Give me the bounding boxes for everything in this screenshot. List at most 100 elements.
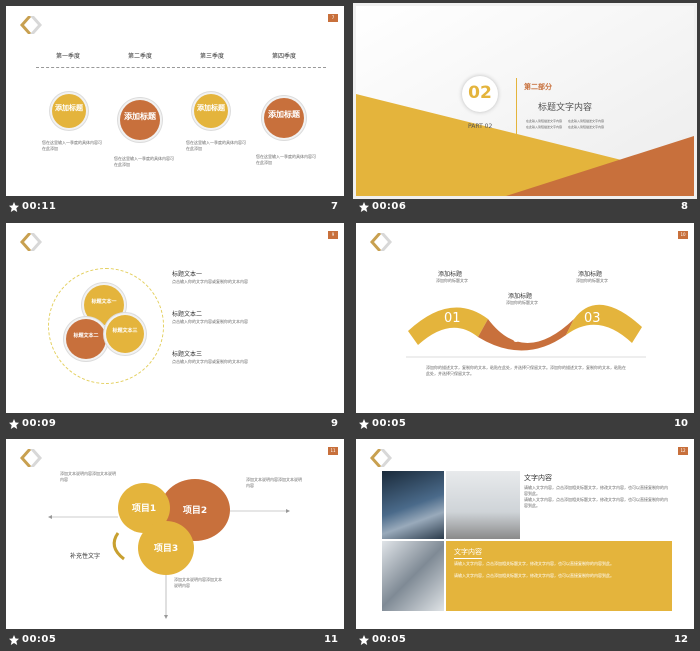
slide-timer: 00:09 bbox=[22, 418, 57, 429]
slide-background-shapes bbox=[356, 6, 694, 196]
quarter-label-2: 第二季度 bbox=[128, 53, 153, 60]
connector-arrows bbox=[48, 509, 290, 619]
slide-footer: 00:05 11 bbox=[6, 632, 344, 650]
step-03: 03 bbox=[584, 311, 601, 326]
circle-2: 标题文本二 bbox=[66, 319, 106, 359]
heading-2: 文字内容 bbox=[454, 547, 482, 559]
slide-thumbnail-12[interactable]: 12 文字内容 请输入文字内容，点击添加相关标题文字，修改文字内容，也可以直接复… bbox=[356, 439, 694, 651]
slide-timer: 00:11 bbox=[22, 201, 57, 212]
note-right: 添加文本说明内容添加文本说明内容 bbox=[246, 477, 302, 488]
label-2: 添加标题 bbox=[508, 293, 533, 300]
slide-canvas: 9 标题文本一 标题文本二 标题文本三 标题文本一 点击输入你的文字内容或复制你… bbox=[6, 223, 344, 413]
slide-number: 12 bbox=[674, 634, 688, 645]
sublabel-1: 添加你的标题文字 bbox=[436, 278, 468, 283]
label-1: 添加标题 bbox=[438, 271, 463, 278]
timeline-circle-2: 添加标题 bbox=[120, 100, 160, 140]
slide-canvas: 11 项目2 项目1 项目3 添加文本说明内容添加文本说明内容 添加文本说明内容… bbox=[6, 439, 344, 629]
slide-thumbnail-9[interactable]: 9 标题文本一 标题文本二 标题文本三 标题文本一 点击输入你的文字内容或复制你… bbox=[6, 223, 344, 435]
quarter-label-4: 第四季度 bbox=[272, 53, 297, 60]
page-badge: 12 bbox=[678, 447, 688, 455]
body-2: 点击输入你的文字内容或复制你的文本内容 bbox=[172, 319, 248, 324]
divider bbox=[516, 78, 517, 138]
quarter-desc-2: 您在这里输入一季度的具体内容可在此添加 bbox=[114, 156, 174, 167]
slide-number: 8 bbox=[681, 201, 688, 212]
timeline-line bbox=[36, 67, 326, 68]
logo-icon bbox=[20, 233, 42, 251]
transition-star-icon bbox=[359, 419, 369, 429]
body-1b: 请输入文字内容，点击添加相关标题文字，修改文字内容，也可以直接复制你的内容到此。 bbox=[524, 497, 668, 508]
quarter-label-3: 第三季度 bbox=[200, 53, 225, 60]
slide-footer: 00:11 7 bbox=[6, 199, 344, 217]
note-bottom: 添加文本说明内容添加文本说明内容 bbox=[174, 577, 222, 588]
note-left: 添加文本说明内容添加文本说明内容 bbox=[60, 471, 116, 482]
quarter-desc-3: 您在这里输入一季度的具体内容可在此添加 bbox=[186, 140, 246, 151]
transition-star-icon bbox=[359, 202, 369, 212]
dashed-ring bbox=[48, 268, 164, 384]
slide-canvas: 02 PART 02 第二部分 标题文字内容 在此输入简短描述文字内容 在此输入… bbox=[353, 3, 697, 199]
body-2b: 请输入文字内容，点击添加相关标题文字，修改文字内容，也可以直接复制你的内容到此。 bbox=[454, 573, 614, 578]
logo-icon bbox=[370, 449, 392, 467]
logo-icon bbox=[370, 233, 392, 251]
slide-timer: 00:05 bbox=[22, 634, 57, 645]
main-title: 标题文字内容 bbox=[538, 103, 593, 113]
meeting-photo bbox=[382, 541, 444, 611]
description: 添加你的描述文字，复制你的文本，粘贴在此处，并选择只保留文字。添加你的描述文字，… bbox=[426, 365, 626, 376]
page-badge: 11 bbox=[328, 447, 338, 455]
slide-footer: 00:06 8 bbox=[356, 199, 694, 217]
logo-icon bbox=[20, 16, 42, 34]
office-photo bbox=[446, 471, 520, 539]
page-badge: 7 bbox=[328, 14, 338, 22]
page-badge: 10 bbox=[678, 231, 688, 239]
section-title: 第二部分 bbox=[524, 83, 552, 91]
quarter-desc-4: 您在这里输入一季度的具体内容可在此添加 bbox=[256, 154, 316, 165]
part-label: PART 02 bbox=[468, 123, 493, 130]
section-number: 02 bbox=[462, 76, 498, 112]
body-1: 请输入文字内容，点击添加相关标题文字，修改文字内容，也可以直接复制你的内容到此。 bbox=[524, 485, 668, 496]
slide-number: 9 bbox=[331, 418, 338, 429]
slide-number: 7 bbox=[331, 201, 338, 212]
sublabel-3: 添加你的标题文字 bbox=[576, 278, 608, 283]
gold-text-panel bbox=[446, 541, 672, 611]
slide-number: 11 bbox=[324, 634, 338, 645]
logo-icon bbox=[20, 449, 42, 467]
quarter-desc-1: 您在这里输入一季度的具体内容可在此添加 bbox=[42, 140, 102, 151]
supplement-label: 补充性文字 bbox=[70, 553, 101, 560]
timeline-circle-4: 添加标题 bbox=[264, 98, 304, 138]
quarter-label-1: 第一季度 bbox=[56, 53, 81, 60]
heading-1: 标题文本一 bbox=[172, 271, 203, 278]
bullet-3: 在此输入简短描述文字内容 bbox=[526, 125, 563, 129]
label-3: 添加标题 bbox=[578, 271, 603, 278]
bullet-1: 在此输入简短描述文字内容 bbox=[526, 119, 563, 123]
slide-thumbnail-11[interactable]: 11 项目2 项目1 项目3 添加文本说明内容添加文本说明内容 添加文本说明内容… bbox=[6, 439, 344, 651]
slide-footer: 00:05 12 bbox=[356, 632, 694, 650]
slide-number: 10 bbox=[674, 418, 688, 429]
slide-thumbnail-8[interactable]: 02 PART 02 第二部分 标题文字内容 在此输入简短描述文字内容 在此输入… bbox=[353, 3, 697, 218]
slide-timer: 00:06 bbox=[372, 201, 407, 212]
bullet-2: 在此输入简短描述文字内容 bbox=[568, 119, 605, 123]
transition-star-icon bbox=[9, 202, 19, 212]
slide-canvas: 10 01 02 03 添加标题 添加你的标题文字 添加标题 添加你的标题文字 … bbox=[356, 223, 694, 413]
step-02: 02 bbox=[512, 331, 529, 346]
body-1: 点击输入你的文字内容或复制你的文本内容 bbox=[172, 279, 248, 284]
sublabel-2: 添加你的标题文字 bbox=[506, 300, 538, 305]
heading-2: 标题文本二 bbox=[172, 311, 203, 318]
transition-star-icon bbox=[359, 635, 369, 645]
bullet-4: 在此输入简短描述文字内容 bbox=[568, 125, 605, 129]
item-3-circle: 项目3 bbox=[138, 521, 194, 575]
heading-1: 文字内容 bbox=[524, 474, 552, 482]
wave-shape bbox=[406, 304, 646, 358]
body-3: 点击输入你的文字内容或复制你的文本内容 bbox=[172, 359, 248, 364]
city-photo bbox=[382, 471, 444, 539]
transition-star-icon bbox=[9, 419, 19, 429]
body-2: 请输入文字内容，点击添加相关标题文字，修改文字内容，也可以直接复制你的内容到此。 bbox=[454, 561, 614, 566]
timeline-circle-3: 添加标题 bbox=[194, 94, 228, 128]
slide-footer: 00:05 10 bbox=[356, 416, 694, 434]
slide-thumbnail-10[interactable]: 10 01 02 03 添加标题 添加你的标题文字 添加标题 添加你的标题文字 … bbox=[356, 223, 694, 435]
slide-canvas: 7 第一季度 第二季度 第三季度 第四季度 添加标题 添加标题 添加标题 添加标… bbox=[6, 6, 344, 196]
page-badge: 9 bbox=[328, 231, 338, 239]
slide-thumbnail-7[interactable]: 7 第一季度 第二季度 第三季度 第四季度 添加标题 添加标题 添加标题 添加标… bbox=[6, 6, 344, 218]
transition-star-icon bbox=[9, 635, 19, 645]
slide-footer: 00:09 9 bbox=[6, 416, 344, 434]
heading-3: 标题文本三 bbox=[172, 351, 203, 358]
step-01: 01 bbox=[444, 311, 461, 326]
